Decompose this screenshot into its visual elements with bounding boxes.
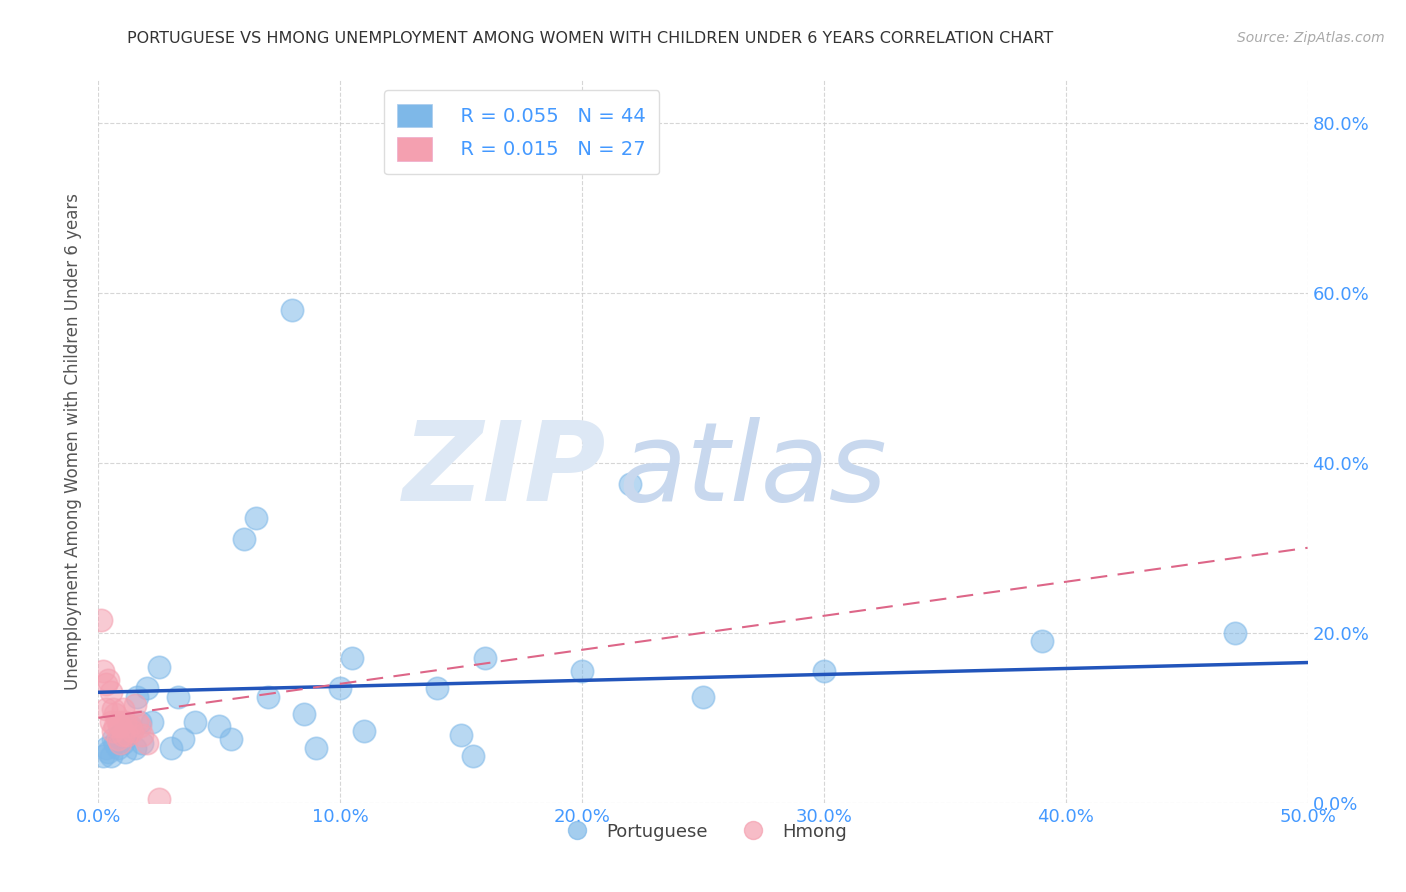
Text: atlas: atlas — [619, 417, 887, 524]
Point — [131, 736, 153, 750]
Point — [118, 719, 141, 733]
Point — [172, 732, 194, 747]
Point — [1223, 625, 1246, 640]
Point — [101, 732, 124, 747]
Point — [127, 690, 149, 704]
Point — [94, 740, 117, 755]
Point — [342, 651, 364, 665]
Point — [619, 477, 641, 491]
Point — [256, 690, 278, 704]
Point — [124, 698, 146, 712]
Point — [90, 613, 112, 627]
Point — [108, 736, 131, 750]
Point — [104, 736, 127, 750]
Point — [100, 749, 122, 764]
Point — [100, 714, 122, 729]
Point — [97, 673, 120, 687]
Point — [128, 719, 150, 733]
Point — [107, 740, 129, 755]
Point — [118, 719, 141, 733]
Point — [813, 664, 835, 678]
Point — [245, 511, 267, 525]
Point — [221, 732, 243, 747]
Point — [692, 690, 714, 704]
Point — [108, 719, 131, 733]
Point — [91, 749, 114, 764]
Point — [450, 728, 472, 742]
Point — [463, 749, 485, 764]
Point — [97, 745, 120, 759]
Point — [111, 736, 134, 750]
Legend: Portuguese, Hmong: Portuguese, Hmong — [553, 815, 853, 848]
Point — [117, 728, 139, 742]
Point — [1031, 634, 1053, 648]
Point — [167, 690, 190, 704]
Point — [135, 681, 157, 695]
Point — [114, 745, 136, 759]
Point — [100, 685, 122, 699]
Point — [111, 702, 134, 716]
Point — [135, 736, 157, 750]
Point — [121, 723, 143, 738]
Y-axis label: Unemployment Among Women with Children Under 6 years: Unemployment Among Women with Children U… — [65, 193, 83, 690]
Point — [117, 728, 139, 742]
Point — [114, 714, 136, 729]
Point — [107, 714, 129, 729]
Point — [232, 533, 254, 547]
Point — [107, 732, 129, 747]
Point — [474, 651, 496, 665]
Point — [208, 719, 231, 733]
Point — [91, 664, 114, 678]
Point — [124, 740, 146, 755]
Point — [353, 723, 375, 738]
Point — [148, 660, 170, 674]
Point — [148, 791, 170, 805]
Point — [141, 714, 163, 729]
Text: PORTUGUESE VS HMONG UNEMPLOYMENT AMONG WOMEN WITH CHILDREN UNDER 6 YEARS CORRELA: PORTUGUESE VS HMONG UNEMPLOYMENT AMONG W… — [128, 31, 1053, 46]
Point — [184, 714, 207, 729]
Point — [292, 706, 315, 721]
Point — [305, 740, 328, 755]
Point — [426, 681, 449, 695]
Point — [104, 719, 127, 733]
Point — [131, 728, 153, 742]
Point — [101, 723, 124, 738]
Point — [571, 664, 593, 678]
Point — [128, 714, 150, 729]
Text: Source: ZipAtlas.com: Source: ZipAtlas.com — [1237, 31, 1385, 45]
Point — [281, 302, 304, 317]
Point — [111, 728, 134, 742]
Point — [94, 677, 117, 691]
Point — [160, 740, 183, 755]
Text: ZIP: ZIP — [402, 417, 606, 524]
Point — [127, 714, 149, 729]
Point — [94, 702, 117, 716]
Point — [104, 706, 127, 721]
Point — [101, 702, 124, 716]
Point — [108, 728, 131, 742]
Point — [329, 681, 352, 695]
